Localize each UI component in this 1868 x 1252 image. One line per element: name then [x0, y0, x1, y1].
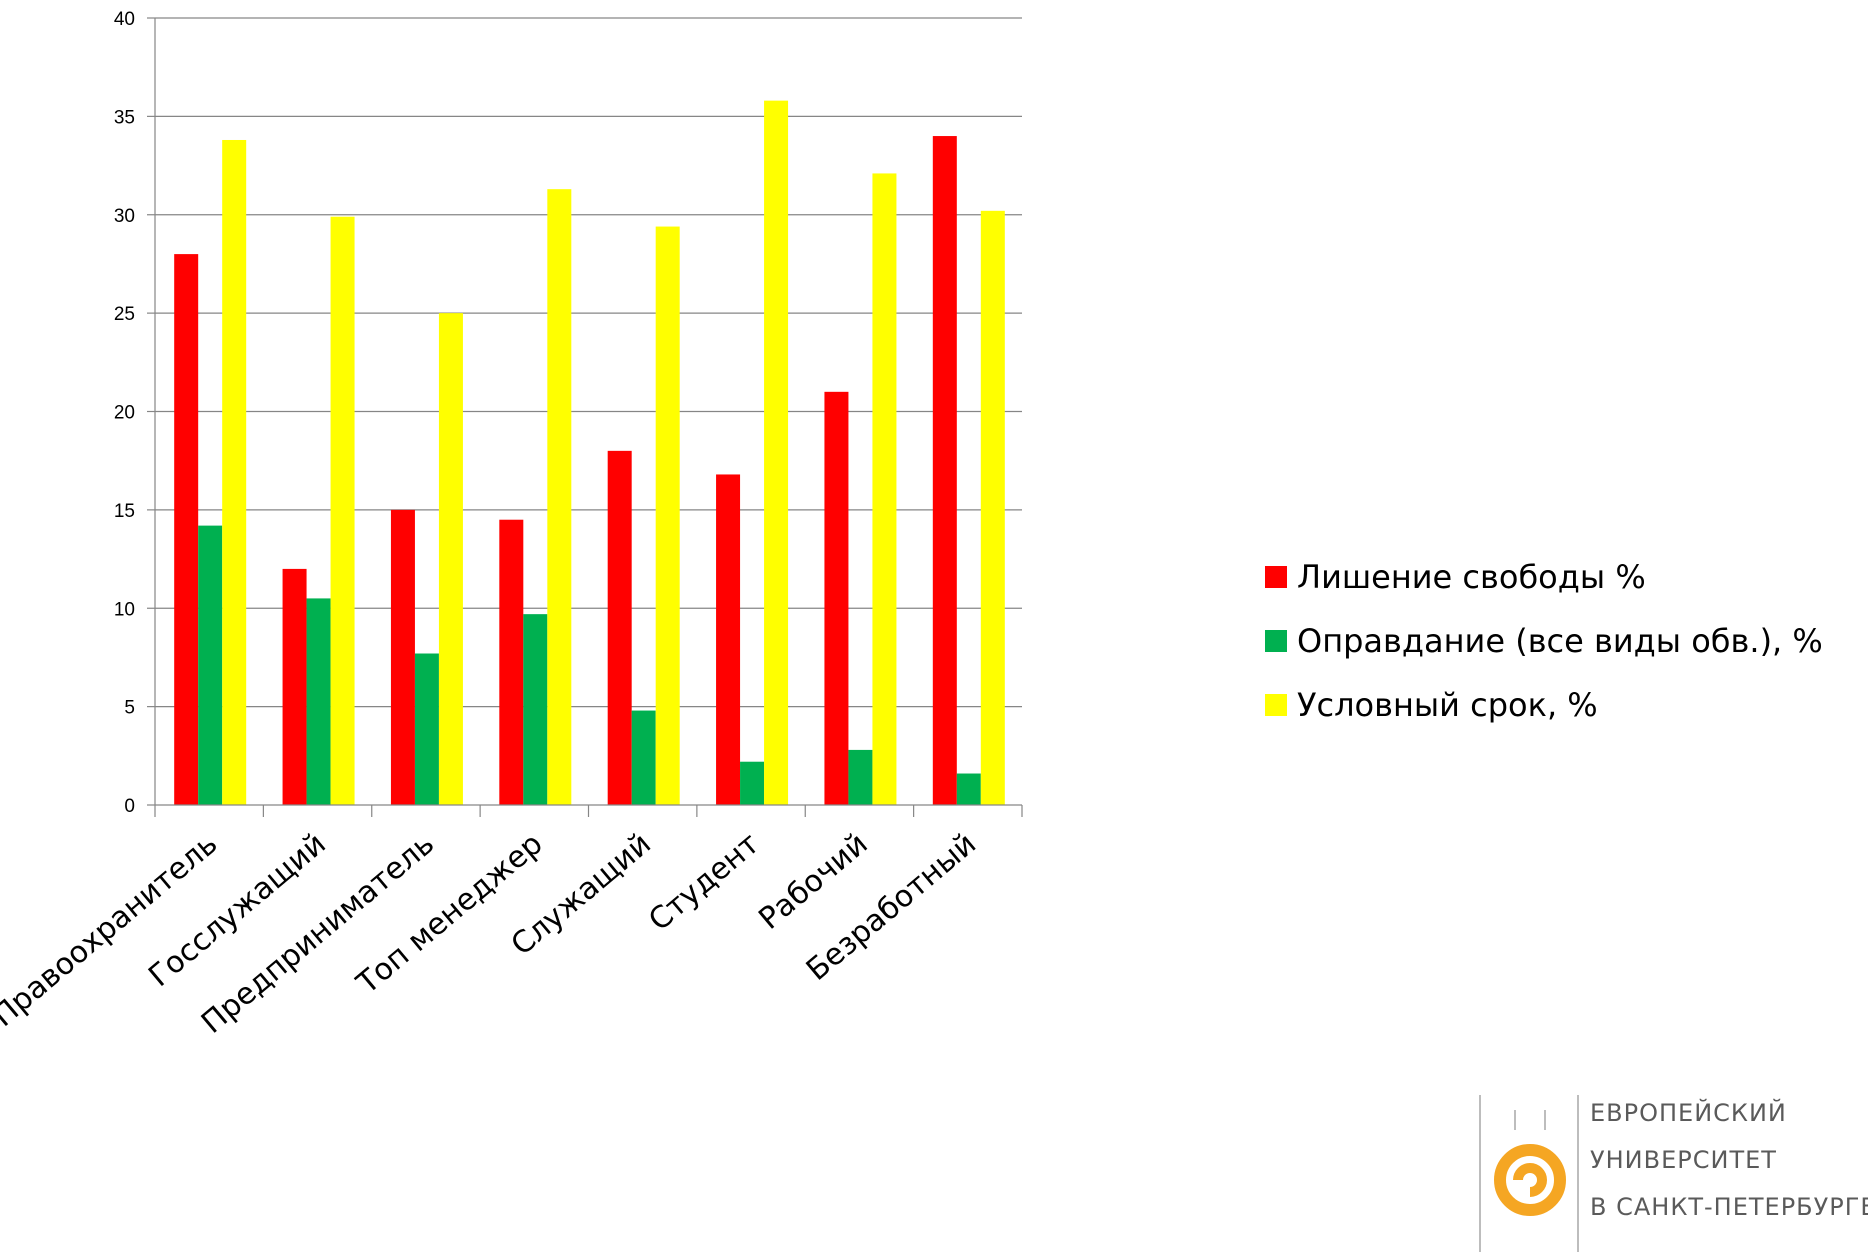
x-tick-labels: ПравоохранительГосслужащийПредпринимател…	[0, 826, 983, 1040]
bar	[390, 509, 415, 805]
logo-emblem-icon	[1479, 1095, 1579, 1252]
logo-line-3: В САНКТ-ПЕТЕРБУРГЕ	[1590, 1193, 1868, 1221]
legend: Лишение свободы % Оправдание (все виды о…	[1265, 545, 1823, 737]
y-tick-label: 40	[114, 9, 135, 30]
bar	[848, 749, 873, 805]
legend-swatch	[1265, 630, 1287, 652]
bar	[198, 525, 223, 805]
y-tick-label: 25	[114, 304, 135, 325]
bar	[932, 136, 957, 806]
legend-swatch	[1265, 566, 1287, 588]
bar	[306, 598, 331, 805]
university-logo: ЕВРОПЕЙСКИЙ УНИВЕРСИТЕТ В САНКТ-ПЕТЕРБУР…	[1470, 1085, 1868, 1252]
bar	[499, 519, 524, 805]
legend-label: Условный срок, %	[1297, 686, 1598, 724]
bar	[872, 173, 897, 805]
bar	[824, 391, 849, 805]
bar	[956, 773, 981, 805]
bar	[631, 710, 656, 805]
logo-line-1: ЕВРОПЕЙСКИЙ	[1590, 1099, 1787, 1127]
legend-item-suspended: Условный срок, %	[1265, 673, 1823, 737]
y-tick-label: 35	[114, 107, 135, 128]
y-tick-label: 10	[114, 599, 135, 620]
y-tick-labels: 0 5 10 15 20 25 30 35 40	[114, 9, 135, 817]
logo-line-2: УНИВЕРСИТЕТ	[1590, 1146, 1777, 1174]
bar	[174, 254, 199, 806]
legend-item-deprivation: Лишение свободы %	[1265, 545, 1823, 609]
bar	[547, 189, 572, 806]
bar	[222, 139, 247, 806]
bar	[740, 761, 765, 805]
logo-text: ЕВРОПЕЙСКИЙ УНИВЕРСИТЕТ В САНКТ-ПЕТЕРБУР…	[1590, 1090, 1868, 1231]
y-tick-label: 5	[124, 698, 135, 719]
bar	[716, 474, 741, 805]
x-tick-label: Топ менеджер	[350, 826, 550, 1001]
bar	[414, 653, 439, 805]
bar	[523, 614, 548, 805]
axes	[147, 17, 1023, 817]
x-tick-label: Студент	[642, 826, 766, 938]
legend-label: Лишение свободы %	[1297, 558, 1646, 596]
y-tick-label: 15	[114, 501, 135, 522]
bars	[174, 100, 1005, 806]
bar	[764, 100, 789, 805]
bar	[655, 226, 680, 805]
legend-label: Оправдание (все виды обв.), %	[1297, 622, 1823, 660]
y-tick-label: 30	[114, 206, 135, 227]
y-tick-label: 0	[124, 796, 135, 817]
bar	[282, 568, 307, 805]
legend-item-acquittal: Оправдание (все виды обв.), %	[1265, 609, 1823, 673]
bar	[330, 216, 355, 805]
y-tick-label: 20	[114, 403, 135, 424]
legend-swatch	[1265, 694, 1287, 716]
bar	[438, 313, 463, 805]
bar	[607, 450, 632, 805]
bar	[980, 210, 1005, 805]
